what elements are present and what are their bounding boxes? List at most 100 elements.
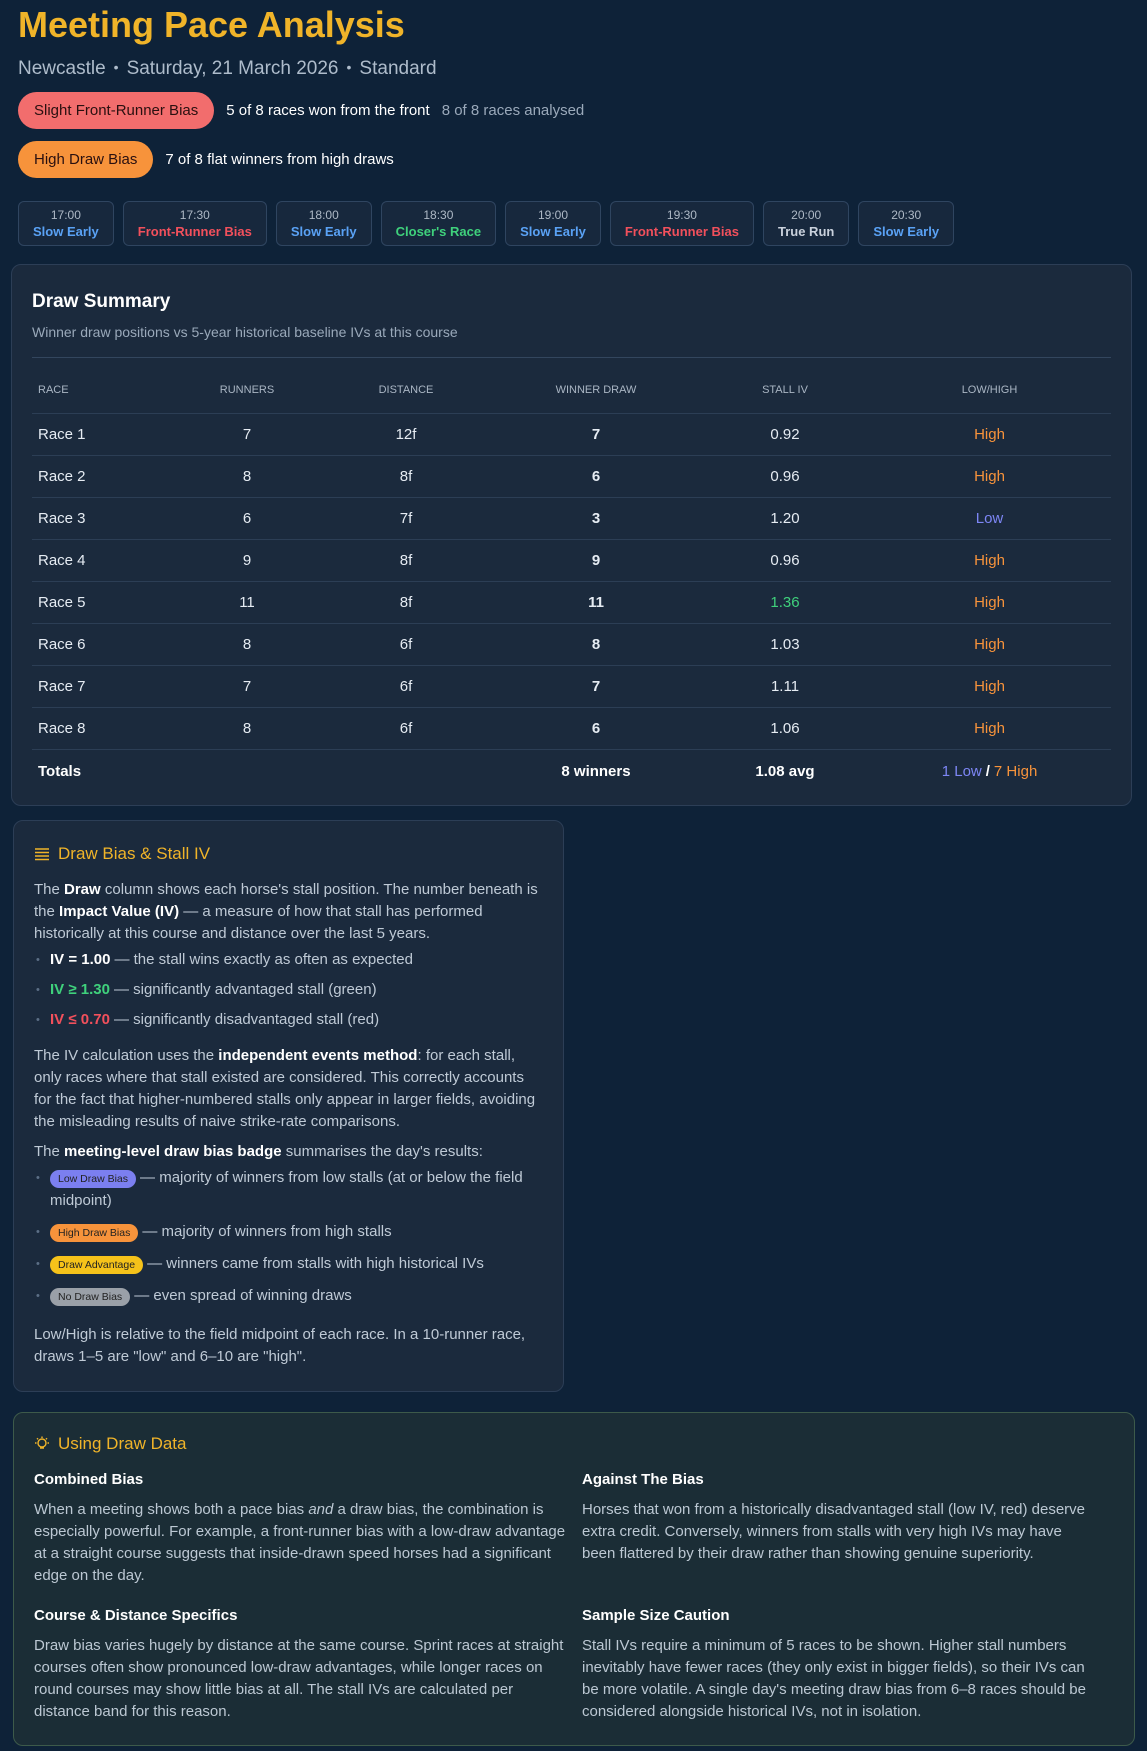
draw-table: RACE RUNNERS DISTANCE WINNER DRAW STALL IV LO… — [32, 368, 1111, 793]
tip-heading: Course & Distance Specifics — [34, 1607, 238, 1624]
column-header: RACE — [38, 384, 69, 397]
table-row: Race 5 11 8f 11 1.36 High — [32, 580, 1111, 623]
totals-row: Totals 8 winners 1.08 avg 1 Low/7 High — [32, 748, 1111, 793]
totals-winners: 8 winners — [490, 748, 702, 793]
legend-badge: Low Draw Bias — [50, 1170, 137, 1188]
cell-low-high: High — [868, 538, 1111, 581]
totals-iv: 1.08 avg — [702, 748, 868, 793]
cell-race: Race 6 — [32, 622, 172, 665]
column-header: STALL IV — [762, 384, 808, 397]
table-row: Race 7 7 6f 7 1.11 High — [32, 664, 1111, 707]
text-run: Impact Value (IV) — [59, 903, 180, 920]
draw-summary-card: Draw Summary Winner draw positions vs 5-… — [11, 264, 1132, 806]
text-run: a draw bias, the combination is especial… — [34, 1501, 566, 1584]
cell-distance: 8f — [322, 580, 490, 623]
table-row: Race 4 9 8f 9 0.96 High — [32, 538, 1111, 581]
card-subtitle: Winner draw positions vs 5-year historic… — [32, 324, 1111, 358]
cell-low-high: High — [868, 706, 1111, 749]
race-chip: 17:00 Slow Early — [18, 201, 114, 246]
race-chip: 19:30 Front-Runner Bias — [609, 201, 754, 246]
tip-block: Course & Distance Specifics Draw bias var… — [34, 1605, 582, 1723]
bias-pill: Slight Front-Runner Bias — [18, 92, 215, 129]
using-card: Using Draw Data Combined Bias When a meet… — [13, 1412, 1135, 1746]
meta-item: Newcastle — [18, 58, 106, 79]
cell-stall-iv: 1.36 — [702, 580, 868, 623]
legend-desc: — even spread of winning draws — [134, 1287, 352, 1304]
cell-race: Race 8 — [32, 706, 172, 749]
iv-item: IV ≥ 1.30— significantly advantaged stal… — [36, 979, 543, 1001]
cell-low-high: High — [868, 622, 1111, 665]
empty-cell — [322, 748, 490, 793]
text-run: Draw — [64, 881, 101, 898]
totals-low-high: 1 Low/7 High — [868, 748, 1111, 793]
cell-stall-iv: 1.03 — [702, 622, 868, 665]
text-run: The — [34, 881, 65, 898]
race-chips: 17:00 Slow Early 17:30 Front-Runner Bias 18:… — [18, 201, 955, 246]
badge-note: 8 of 8 races analysed — [441, 102, 585, 119]
text-run: The — [34, 1143, 65, 1160]
legend-item: No Draw Bias— even spread of winning dra… — [36, 1285, 543, 1308]
race-time: 18:30 — [423, 208, 454, 222]
section-heading: Draw Bias & Stall IV — [34, 843, 543, 865]
race-time: 17:30 — [179, 208, 210, 222]
iv-item: IV ≤ 0.70— significantly disadvantaged s… — [36, 1009, 543, 1031]
race-time: 20:30 — [891, 208, 922, 222]
cell-low-high: High — [868, 664, 1111, 707]
table-row: Race 3 6 7f 3 1.20 Low — [32, 496, 1111, 539]
cell-winner-draw: 8 — [490, 622, 702, 665]
cell-distance: 6f — [322, 706, 490, 749]
table-row: Race 1 7 12f 7 0.92 High — [32, 412, 1111, 455]
legend-badge: High Draw Bias — [50, 1224, 139, 1242]
badge-text: 7 of 8 flat winners from high draws — [165, 151, 394, 168]
badge-text: 5 of 8 races won from the front — [226, 102, 430, 119]
text-run: Horses that won from a historically disa… — [582, 1501, 1086, 1562]
race-time: 20:00 — [791, 208, 822, 222]
text-run: column shows each horse's stall position… — [34, 881, 538, 920]
race-time: 19:00 — [537, 208, 568, 222]
cell-runners: 7 — [172, 412, 322, 455]
cell-runners: 11 — [172, 580, 322, 623]
race-chip: 20:30 Slow Early — [858, 201, 955, 246]
cell-low-high: High — [868, 412, 1111, 455]
table-row: Race 6 8 6f 8 1.03 High — [32, 622, 1111, 665]
text-run: independent events method — [218, 1047, 418, 1064]
cell-race: Race 5 — [32, 580, 172, 623]
legend-desc: — majority of winners from low stalls (a… — [50, 1169, 523, 1209]
paragraph: The Draw column shows each horse's stall… — [34, 879, 543, 945]
cell-winner-draw: 9 — [490, 538, 702, 581]
cell-runners: 7 — [172, 664, 322, 707]
tip-body: Horses that won from a historically disa… — [582, 1499, 1112, 1565]
section-title: Draw Bias & Stall IV — [58, 844, 211, 863]
text-run: : for each stall, only races where that … — [34, 1047, 536, 1130]
tip-block: Sample Size Caution Stall IVs require a m… — [582, 1605, 1112, 1723]
totals-low: 1 Low — [941, 762, 982, 780]
cell-stall-iv: 0.92 — [702, 412, 868, 455]
badge-row: Slight Front-Runner Bias 5 of 8 races won… — [18, 92, 584, 129]
race-pace: Slow Early — [873, 224, 940, 239]
cell-race: Race 1 — [32, 412, 172, 455]
section-title: Using Draw Data — [58, 1434, 187, 1453]
tip-body: Stall IVs require a minimum of 5 races t… — [582, 1635, 1112, 1723]
iv-term: IV ≥ 1.30 — [50, 981, 110, 998]
legend-desc: — winners came from stalls with high his… — [147, 1255, 484, 1272]
cell-race: Race 7 — [32, 664, 172, 707]
iv-item: IV = 1.00— the stall wins exactly as oft… — [36, 949, 543, 971]
text-run: When a meeting shows both a pace bias — [34, 1501, 309, 1518]
iv-desc: — significantly advantaged stall (green) — [113, 981, 377, 998]
totals-high: 7 High — [993, 762, 1038, 780]
cell-stall-iv: 0.96 — [702, 454, 868, 497]
race-chip: 20:00 True Run — [762, 201, 850, 246]
cell-winner-draw: 7 — [490, 664, 702, 707]
explainer-card: Draw Bias & Stall IV The Draw column sho… — [13, 820, 564, 1392]
iv-scale: IV = 1.00— the stall wins exactly as oft… — [34, 949, 543, 1031]
legend-desc: — majority of winners from high stalls — [142, 1223, 392, 1240]
cell-runners: 8 — [172, 706, 322, 749]
paragraph: The IV calculation uses the independent … — [34, 1045, 543, 1133]
cell-winner-draw: 7 — [490, 412, 702, 455]
text-run: summarises the day's results: — [281, 1143, 483, 1160]
race-chip: 18:00 Slow Early — [275, 201, 372, 246]
race-pace: Front-Runner Bias — [624, 224, 739, 239]
cell-winner-draw: 11 — [490, 580, 702, 623]
cell-distance: 7f — [322, 496, 490, 539]
legend-item: High Draw Bias— majority of winners from… — [36, 1221, 543, 1244]
